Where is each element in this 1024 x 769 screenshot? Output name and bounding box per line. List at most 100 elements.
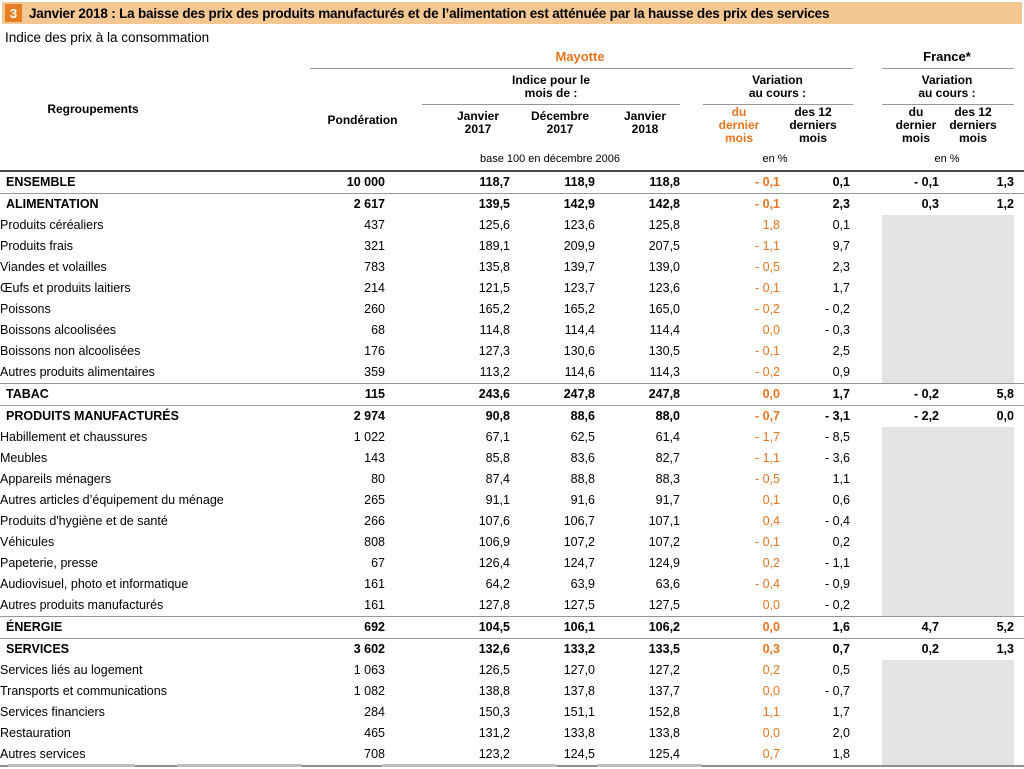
cell-mayotte-variation-mois: - 0,1 xyxy=(680,193,780,215)
cell-france-variation-12mois xyxy=(939,511,1014,532)
right-padding xyxy=(1014,723,1024,744)
cell-indice-janvier-2017: 139,5 xyxy=(385,193,510,215)
cell-indice-decembre-2017: 247,8 xyxy=(510,383,595,406)
cell-indice-decembre-2017: 133,2 xyxy=(510,638,595,660)
right-padding xyxy=(1014,299,1024,320)
cell-indice-janvier-2018: 107,2 xyxy=(648,535,680,549)
right-padding xyxy=(1014,574,1024,595)
cell-indice-janvier-2017: 126,5 xyxy=(478,663,510,677)
cell-mayotte-variation-mois: 0,7 xyxy=(762,747,780,761)
cell-france-variation-mois xyxy=(882,341,939,362)
cell-indice-decembre-2017: 91,6 xyxy=(570,493,595,507)
cell-mayotte-variation-12mois: 2,3 xyxy=(780,193,850,215)
cell-france-variation-mois xyxy=(882,448,939,469)
cell-france-variation-12mois xyxy=(939,320,1014,341)
cell-mayotte-variation-12mois: - 0,2 xyxy=(824,302,850,316)
right-padding xyxy=(1014,744,1024,766)
table-row: PRODUITS MANUFACTURÉS 2 974 90,8 88,6 88… xyxy=(0,405,1024,427)
column-header-mayotte-dernier-mois: du dernier mois xyxy=(718,105,760,145)
row-label: ÉNERGIE xyxy=(0,616,305,639)
rule-under-france xyxy=(882,68,1014,69)
cell-ponderation: 176 xyxy=(364,344,385,358)
table-row: Services liés au logement 1 063 126,5 12… xyxy=(0,660,1024,681)
row-label: Boissons non alcoolisées xyxy=(0,344,141,358)
row-label: Audiovisuel, photo et informatique xyxy=(0,577,189,591)
row-label: PRODUITS MANUFACTURÉS xyxy=(0,405,305,427)
cell-ponderation: 266 xyxy=(364,514,385,528)
right-padding xyxy=(1014,616,1024,639)
cell-france-variation-mois xyxy=(882,723,939,744)
right-padding xyxy=(1014,553,1024,574)
row-label: Boissons alcoolisées xyxy=(0,323,117,337)
cell-indice-janvier-2018: 107,1 xyxy=(648,514,680,528)
column-gap xyxy=(850,681,882,702)
cell-france-variation-mois xyxy=(882,257,939,278)
cell-indice-janvier-2018: 61,4 xyxy=(655,430,680,444)
column-gap xyxy=(850,278,882,299)
footnote-cutoff xyxy=(0,764,1024,769)
cell-indice-janvier-2017: 85,8 xyxy=(485,451,510,465)
cell-mayotte-variation-12mois: - 8,5 xyxy=(824,430,850,444)
group-header-variation-france: Variation au cours : xyxy=(918,73,976,100)
right-padding xyxy=(1014,320,1024,341)
cell-mayotte-variation-12mois: 1,1 xyxy=(832,472,850,486)
group-header-france: France* xyxy=(923,49,971,64)
cell-mayotte-variation-mois: 0,0 xyxy=(680,616,780,639)
right-padding xyxy=(1014,511,1024,532)
cell-france-variation-12mois: 1,2 xyxy=(939,193,1014,215)
cell-france-variation-12mois xyxy=(939,215,1014,236)
row-label: Produits frais xyxy=(0,239,73,253)
right-padding xyxy=(1014,469,1024,490)
right-padding xyxy=(1014,341,1024,362)
cell-indice-janvier-2018: 142,8 xyxy=(595,193,680,215)
column-gap xyxy=(850,448,882,469)
cell-ponderation: 115 xyxy=(305,383,385,406)
cell-indice-janvier-2018: 114,4 xyxy=(649,323,680,337)
row-label: Autres produits alimentaires xyxy=(0,365,155,379)
table-row: Autres produits manufacturés 161 127,8 1… xyxy=(0,595,1024,617)
right-padding xyxy=(1014,448,1024,469)
cell-indice-decembre-2017: 62,5 xyxy=(570,430,595,444)
cell-indice-janvier-2017: 64,2 xyxy=(485,577,510,591)
cell-france-variation-mois: 0,3 xyxy=(882,193,939,215)
cell-france-variation-mois xyxy=(882,744,939,766)
table-row: Meubles 143 85,8 83,6 82,7 - 1,1 - 3,6 xyxy=(0,448,1024,469)
cell-mayotte-variation-12mois: 1,7 xyxy=(780,383,850,406)
column-gap xyxy=(850,405,882,427)
percent-note-mayotte: en % xyxy=(762,153,788,165)
right-padding xyxy=(1014,638,1024,660)
cell-indice-decembre-2017: 123,6 xyxy=(563,218,595,232)
column-header-france-12-mois: des 12 derniers mois xyxy=(949,105,997,145)
cell-indice-janvier-2018: 63,6 xyxy=(655,577,680,591)
cell-mayotte-variation-mois: 0,0 xyxy=(762,684,780,698)
cell-indice-janvier-2018: 137,7 xyxy=(648,684,680,698)
cell-mayotte-variation-mois: - 0,1 xyxy=(754,535,780,549)
cell-france-variation-mois xyxy=(882,427,939,448)
cell-indice-janvier-2018: 127,5 xyxy=(648,598,680,612)
column-header-janvier-2017: Janvier 2017 xyxy=(456,109,500,136)
table-row: Poissons 260 165,2 165,2 165,0 - 0,2 - 0… xyxy=(0,299,1024,320)
price-index-table: ENSEMBLE 10 000 118,7 118,9 118,8 - 0,1 … xyxy=(0,170,1024,767)
cell-france-variation-12mois xyxy=(939,553,1014,574)
cell-indice-janvier-2017: 107,6 xyxy=(478,514,510,528)
cell-indice-decembre-2017: 106,7 xyxy=(563,514,595,528)
cell-france-variation-12mois xyxy=(939,490,1014,511)
right-padding xyxy=(1014,532,1024,553)
table-row: Transports et communications 1 082 138,8… xyxy=(0,681,1024,702)
cell-indice-janvier-2017: 138,8 xyxy=(478,684,510,698)
cell-mayotte-variation-12mois: 1,7 xyxy=(832,705,850,719)
right-padding xyxy=(1014,257,1024,278)
cell-mayotte-variation-12mois: 2,5 xyxy=(832,344,850,358)
cell-mayotte-variation-12mois: 0,9 xyxy=(832,365,850,379)
column-header-mayotte-12-mois: des 12 derniers mois xyxy=(789,105,837,145)
cell-mayotte-variation-mois: 0,2 xyxy=(762,556,780,570)
column-gap xyxy=(850,320,882,341)
cell-france-variation-12mois: 5,8 xyxy=(939,383,1014,406)
cell-indice-janvier-2017: 114,8 xyxy=(479,323,510,337)
cell-ponderation: 10 000 xyxy=(346,175,385,189)
cell-mayotte-variation-12mois: - 1,1 xyxy=(824,556,850,570)
cell-mayotte-variation-12mois: 0,2 xyxy=(832,535,850,549)
cell-mayotte-variation-mois: 1,8 xyxy=(762,218,780,232)
row-label: Véhicules xyxy=(0,535,55,549)
